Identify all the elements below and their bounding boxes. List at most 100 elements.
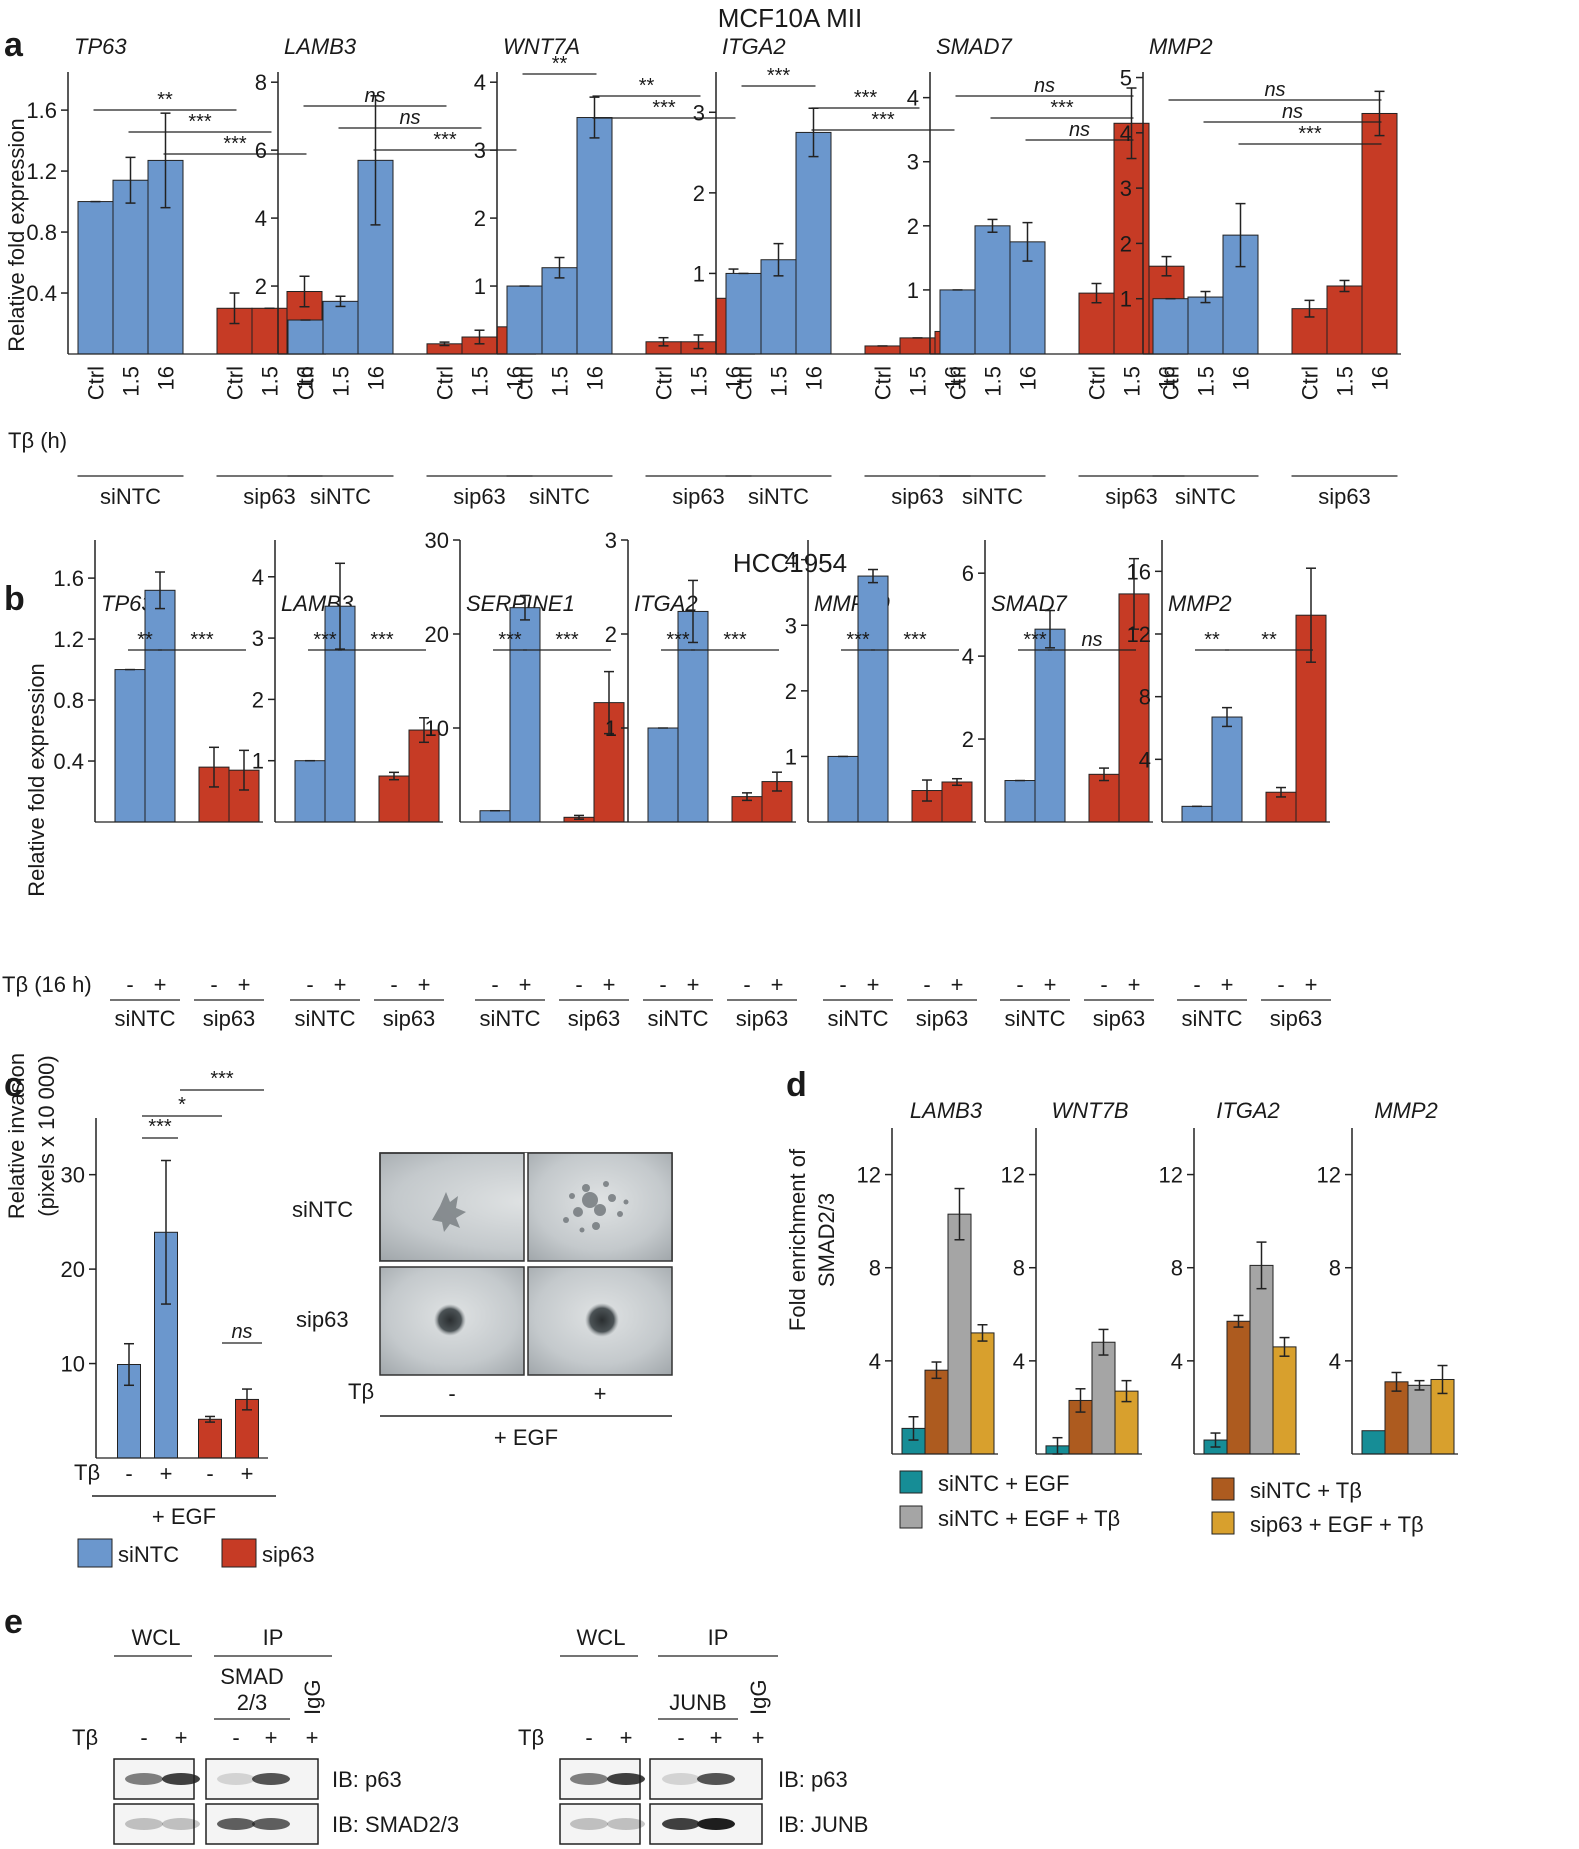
treat-sign: + <box>154 972 167 997</box>
y-tick-label: 1.2 <box>53 627 84 652</box>
legend-swatch-sintc-tb <box>1211 1477 1235 1501</box>
group-label: sip63 <box>672 484 725 509</box>
ylabel-c-line1: Relative invasion <box>4 1053 29 1219</box>
invasion-treat-label: Tβ <box>348 1379 374 1404</box>
y-tick-label: 4 <box>785 548 797 573</box>
y-tick-label: 2 <box>474 206 486 231</box>
bar <box>970 1332 995 1455</box>
group-label: siNTC <box>310 484 371 509</box>
y-tick-label: 4 <box>252 565 264 590</box>
panel-label-b: b <box>4 580 25 618</box>
bar <box>941 781 973 823</box>
y-tick-label: 8 <box>255 70 267 95</box>
time-label: Ctrl <box>1298 366 1323 400</box>
bar <box>647 727 679 823</box>
legend-swatch-sintc <box>77 1538 113 1568</box>
blot-band <box>162 1773 200 1785</box>
y-tick-label: 3 <box>252 626 264 651</box>
time-label: Ctrl <box>1085 366 1110 400</box>
blot-lane-sign: + <box>710 1725 723 1750</box>
bar <box>1034 628 1066 823</box>
group-label: sip63 <box>383 1006 436 1031</box>
group-label: siNTC <box>647 1006 708 1031</box>
blot-header-ip: IP <box>263 1625 284 1650</box>
y-tick-label: 30 <box>425 528 449 553</box>
sig-label: *** <box>1023 629 1047 651</box>
sig-label: ** <box>1261 629 1277 651</box>
time-label: Ctrl <box>1159 366 1184 400</box>
gene-title: WNT7B <box>1052 1098 1129 1123</box>
y-tick-label: 2 <box>785 679 797 704</box>
treat-sign: - <box>1100 972 1107 997</box>
sig-label: *** <box>210 1068 234 1090</box>
group-label: sip63 <box>1105 484 1158 509</box>
y-tick-label: 4 <box>962 644 974 669</box>
y-tick-label: 10 <box>61 1352 85 1377</box>
chart-d-mmp2: 4 8 12 MMP2 <box>1317 1098 1458 1455</box>
blot-band <box>570 1818 608 1830</box>
treat-sign: + <box>867 972 880 997</box>
sig-label: ** <box>137 629 153 651</box>
blot-lane-sign: + <box>752 1725 765 1750</box>
bar <box>1249 1264 1274 1455</box>
gene-title: LAMB3 <box>910 1098 983 1123</box>
y-tick-label: 1 <box>605 716 617 741</box>
time-label: 1.5 <box>906 366 931 397</box>
time-label: 16 <box>802 366 827 390</box>
sig-label: *** <box>666 629 690 651</box>
blot-wcl-box <box>559 1803 641 1845</box>
blot-lane-sign: + <box>265 1725 278 1750</box>
y-tick-label: 1 <box>785 744 797 769</box>
time-label: Ctrl <box>223 366 248 400</box>
title-b: HCC1954 <box>733 548 847 578</box>
time-label: 1.5 <box>468 366 493 397</box>
treat-sign: + <box>1305 972 1318 997</box>
sig-label: *** <box>903 629 927 651</box>
treat-sign: - <box>1016 972 1023 997</box>
sig-label: *** <box>854 87 878 109</box>
bar <box>1384 1381 1409 1455</box>
treat-sign: - <box>1277 972 1284 997</box>
treat-sign: + <box>519 972 532 997</box>
bar <box>509 607 541 823</box>
sig-label: *** <box>723 629 747 651</box>
blot-band <box>217 1818 255 1830</box>
sig-label: *** <box>370 629 394 651</box>
treat-sign: - <box>210 972 217 997</box>
legend-label-sintc-egf: siNTC + EGF <box>938 1471 1069 1496</box>
invasion-col-minus: - <box>448 1381 455 1406</box>
blot-igg-label: IgG <box>746 1680 771 1715</box>
blot-band <box>662 1818 700 1830</box>
blot-band <box>607 1818 645 1830</box>
group-label: siNTC <box>1175 484 1236 509</box>
legend-label-sip63: sip63 <box>262 1542 315 1567</box>
time-label: 1.5 <box>119 366 144 397</box>
blot-band <box>162 1818 200 1830</box>
gene-title: MMP2 <box>1168 591 1232 616</box>
treat-sign: + <box>603 972 616 997</box>
blot-lane-sign: - <box>677 1725 684 1750</box>
time-label: 16 <box>1229 366 1254 390</box>
bar <box>378 775 410 823</box>
bar <box>1091 1341 1116 1455</box>
treat-sign: - <box>126 972 133 997</box>
blot-wcl-box <box>113 1803 195 1845</box>
legend-label-sintc-tb: siNTC + Tβ <box>1250 1478 1362 1503</box>
legend-swatch-sintc-egf <box>899 1470 923 1494</box>
panel-label-e: e <box>4 1603 23 1641</box>
y-tick-label: 0.4 <box>53 749 84 774</box>
bar <box>114 669 146 823</box>
y-tick-label: 4 <box>1120 121 1132 146</box>
treat-sign: - <box>575 972 582 997</box>
y-tick-label: 1 <box>907 278 919 303</box>
sig-label: *** <box>188 111 212 133</box>
bar <box>251 307 288 355</box>
treat-sign: - <box>1193 972 1200 997</box>
ylabel-a: Relative fold expression <box>4 118 29 352</box>
sig-label: *** <box>767 65 791 87</box>
legend-label-sintc: siNTC <box>118 1542 179 1567</box>
blot-band <box>125 1773 163 1785</box>
